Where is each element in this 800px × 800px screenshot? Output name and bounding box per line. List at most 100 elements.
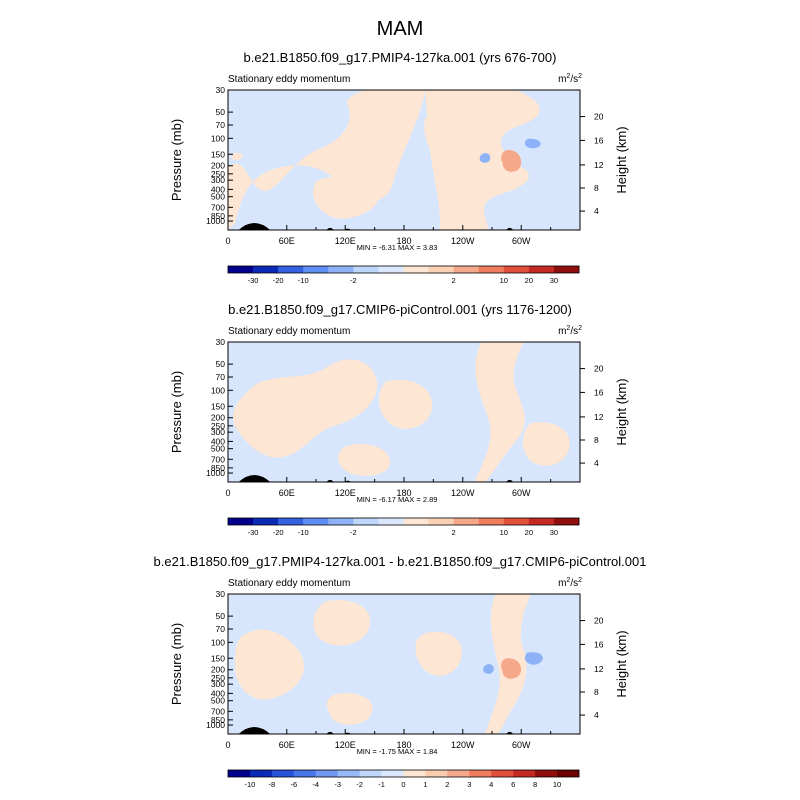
contour-fill — [235, 594, 543, 734]
y-tick-label: 200 — [211, 161, 225, 171]
height-tick-label: 16 — [594, 387, 604, 397]
y-tick-label: 850 — [211, 211, 225, 221]
colorbar-label: 8 — [533, 780, 537, 789]
contour-region-1 — [233, 359, 378, 458]
x-tick-label: 0 — [225, 488, 230, 498]
height-tick-label: 8 — [594, 687, 599, 697]
topography-4 — [506, 227, 514, 230]
colorbar-label: -10 — [298, 528, 309, 537]
figure-title: MAM — [377, 18, 424, 40]
y-tick-label: 200 — [211, 665, 225, 675]
height-tick-label: 16 — [594, 135, 604, 145]
colorbar-segment — [513, 770, 536, 777]
colorbar-segment — [303, 266, 329, 273]
height-tick-label: 20 — [594, 364, 604, 374]
contour-region-5 — [338, 443, 391, 476]
colorbar-segment — [278, 266, 304, 273]
colorbar-label: 1 — [423, 780, 427, 789]
height-tick-label: 12 — [594, 160, 604, 170]
y-tick-label: 250 — [211, 169, 225, 179]
height-tick-label: 12 — [594, 412, 604, 422]
colorbar-segment — [403, 770, 426, 777]
colorbar: -30 -20 -10 -2 2 10 20 30 — [227, 265, 580, 285]
height-tick-label: 4 — [594, 710, 599, 720]
colorbar-label: -1 — [378, 780, 385, 789]
x-tick-label: 180 — [396, 236, 411, 246]
contour-fill — [228, 90, 541, 230]
y-tick-label: 70 — [216, 372, 226, 382]
colorbar-segment — [453, 266, 480, 273]
x-tick-label: 0 — [225, 236, 230, 246]
left-label: Stationary eddy momentum — [228, 74, 350, 85]
contour-region-6 — [501, 658, 522, 679]
x-tick-label: 0 — [225, 740, 230, 750]
colorbar-label: 0 — [401, 780, 405, 789]
colorbar-segment — [528, 518, 555, 525]
y-tick-label: 400 — [211, 688, 225, 698]
left-label: Stationary eddy momentum — [228, 578, 350, 589]
colorbar-segment — [253, 266, 279, 273]
y-tick-label: 30 — [216, 589, 226, 599]
contour-fill — [233, 342, 570, 482]
topography-2 — [326, 731, 334, 734]
colorbar: -30 -20 -10 -2 2 10 20 30 — [227, 517, 580, 537]
colorbar-label: 30 — [550, 528, 558, 537]
height-axis-label: Height (km) — [614, 126, 629, 193]
y-tick-label: 850 — [211, 715, 225, 725]
contour-region-7 — [524, 652, 543, 665]
colorbar-segment — [557, 770, 580, 777]
panel-1: b.e21.B1850.f09_g17.PMIP4-127ka.001 (yrs… — [169, 50, 629, 285]
colorbar-segment — [478, 266, 505, 273]
colorbar-label: 2 — [452, 276, 456, 285]
colorbar-segment — [271, 770, 295, 777]
y-tick-label: 700 — [211, 454, 225, 464]
colorbar-label: -20 — [273, 276, 284, 285]
colorbar-segment — [337, 770, 360, 777]
colorbar-label: 10 — [500, 528, 508, 537]
colorbar-segment — [491, 770, 514, 777]
x-tick-label: 120E — [335, 740, 356, 750]
colorbar-segment — [359, 770, 382, 777]
colorbar-label: 20 — [525, 528, 533, 537]
contour-region-8 — [231, 152, 243, 161]
colorbar-segment — [328, 266, 354, 273]
y-tick-label: 100 — [211, 385, 225, 395]
colorbar-segment — [428, 518, 454, 525]
y-tick-label: 30 — [216, 337, 226, 347]
y-tick-label: 700 — [211, 202, 225, 212]
x-tick-label: 120W — [451, 488, 475, 498]
y-tick-label: 100 — [211, 133, 225, 143]
colorbar-label: -10 — [245, 780, 256, 789]
contour-region-3 — [415, 631, 462, 676]
y-tick-label: 200 — [211, 413, 225, 423]
height-tick-label: 12 — [594, 664, 604, 674]
colorbar: -10 -8 -6 -4 -3 -2 -1 0 1 2 3 4 6 8 10 — [227, 769, 580, 789]
contour-region-5 — [501, 150, 522, 172]
contour-region-2 — [313, 600, 371, 646]
colorbar-segment — [469, 770, 492, 777]
topography-1 — [238, 475, 271, 482]
colorbar-label: -6 — [290, 780, 297, 789]
x-tick-label: 120W — [451, 740, 475, 750]
y-tick-label: 500 — [211, 696, 225, 706]
y-tick-label: 50 — [216, 611, 226, 621]
contour-region-3 — [474, 342, 525, 482]
y-tick-label: 70 — [216, 120, 226, 130]
colorbar-frame — [227, 517, 580, 526]
contour-region-4 — [522, 422, 570, 466]
y-tick-label: 150 — [211, 149, 225, 159]
panel-title: b.e21.B1850.f09_g17.PMIP4-127ka.001 (yrs… — [244, 50, 557, 65]
x-tick-label: 120E — [335, 236, 356, 246]
contour-region-1 — [235, 629, 304, 700]
height-tick-label: 20 — [594, 112, 604, 122]
colorbar-segment — [535, 770, 558, 777]
colorbar-segment — [228, 518, 254, 525]
colorbar-label: -30 — [248, 528, 259, 537]
colorbar-label: 6 — [511, 780, 515, 789]
colorbar-segment — [228, 266, 254, 273]
panel-title: b.e21.B1850.f09_g17.PMIP4-127ka.001 - b.… — [154, 554, 647, 569]
colorbar-segment — [253, 518, 279, 525]
y-tick-label: 700 — [211, 706, 225, 716]
topography-2 — [326, 227, 334, 230]
height-tick-label: 16 — [594, 639, 604, 649]
